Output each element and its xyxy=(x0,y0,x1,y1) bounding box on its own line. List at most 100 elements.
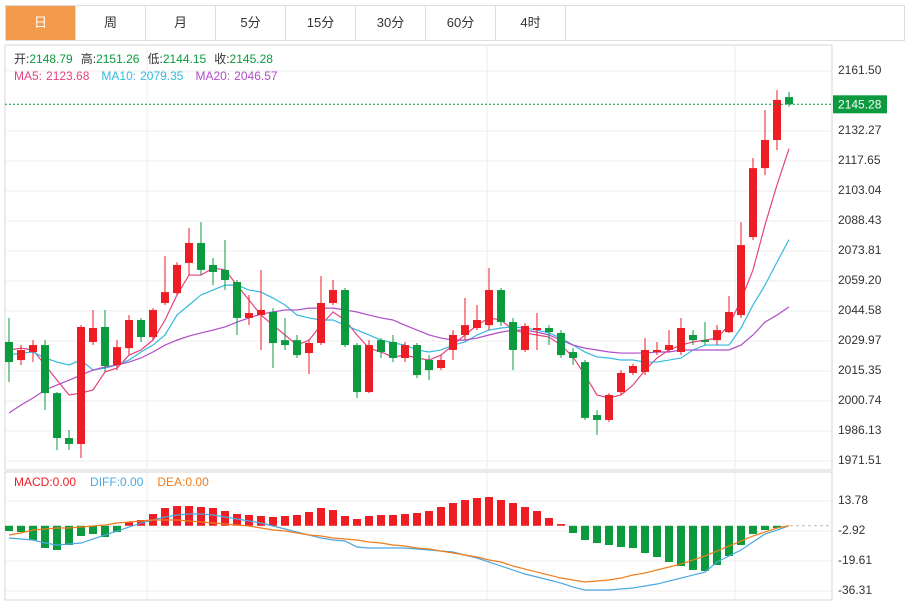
period-tab[interactable]: 30分 xyxy=(356,6,426,40)
candle-body xyxy=(533,328,541,331)
macd-bar xyxy=(689,525,697,571)
period-tab[interactable]: 周 xyxy=(76,6,146,40)
candle-body xyxy=(365,345,373,393)
candle-body xyxy=(509,322,517,350)
macd-bar xyxy=(761,525,769,531)
macd-bar xyxy=(5,525,13,532)
period-tab[interactable]: 日 xyxy=(6,6,76,40)
candle-body xyxy=(605,394,613,420)
y-tick-label: 2117.65 xyxy=(838,153,881,167)
y-tick-label: 2029.97 xyxy=(838,333,882,347)
candle-body xyxy=(581,362,589,418)
candle-body xyxy=(737,245,745,316)
candle-body xyxy=(221,269,229,280)
y-tick-label: 2000.74 xyxy=(838,393,882,407)
candle-body xyxy=(413,345,421,376)
macd-bar xyxy=(665,525,673,563)
macd-bar xyxy=(389,515,397,526)
candle-body xyxy=(317,302,325,343)
macd-bar xyxy=(89,525,97,535)
ma-line xyxy=(8,148,790,399)
candle-body xyxy=(149,309,157,338)
macd-bar xyxy=(221,511,229,526)
macd-bar xyxy=(377,515,385,526)
candle-body xyxy=(641,349,649,372)
macd-legend: MACD:0.00 DIFF:0.00 DEA:0.00 xyxy=(14,475,209,489)
macd-bar xyxy=(605,525,613,546)
macd-bar xyxy=(245,515,253,526)
ma-legend-value: 2046.57 xyxy=(234,69,278,83)
macd-bar xyxy=(581,525,589,541)
period-tab[interactable]: 60分 xyxy=(426,6,496,40)
macd-bar xyxy=(557,524,565,526)
macd-frame xyxy=(4,471,833,601)
candle-body xyxy=(713,330,721,341)
macd-bar xyxy=(737,525,745,546)
ohlc-legend: 开:2148.79 高:2151.26 低:2144.15 收:2145.28 xyxy=(14,51,273,66)
candle-body xyxy=(101,326,109,366)
y-tick-label: 2073.81 xyxy=(838,243,882,257)
y-tick-label: 1986.13 xyxy=(838,423,882,437)
macd-bar xyxy=(65,525,73,546)
macd-bar xyxy=(233,514,241,526)
candle-body xyxy=(545,328,553,333)
y-tick-label: -19.61 xyxy=(838,553,872,567)
y-tick-label: 2103.04 xyxy=(838,183,882,197)
macd-line xyxy=(8,513,790,591)
ohlc-label: 开: xyxy=(14,52,29,66)
period-tab[interactable]: 15分 xyxy=(286,6,356,40)
candle-body xyxy=(569,352,577,358)
candle-body xyxy=(53,393,61,439)
candle-body xyxy=(41,345,49,394)
ma-line xyxy=(8,239,790,371)
period-tab[interactable]: 4时 xyxy=(496,6,566,40)
macd-bar xyxy=(401,514,409,526)
candle-body xyxy=(449,334,457,350)
macd-bar xyxy=(269,517,277,526)
period-tab[interactable]: 月 xyxy=(146,6,216,40)
y-tick-label: 13.78 xyxy=(838,493,868,507)
candle-body xyxy=(197,243,205,270)
macd-bar xyxy=(653,525,661,558)
macd-bar xyxy=(521,507,529,526)
macd-legend-name: DIFF: xyxy=(90,475,120,489)
candle-body xyxy=(137,320,145,338)
candle-body xyxy=(353,345,361,393)
y-tick-label: 2044.58 xyxy=(838,303,882,317)
candle-body xyxy=(17,349,25,361)
macd-bar xyxy=(545,518,553,526)
macd-legend-value: 0.00 xyxy=(185,475,209,489)
candle-body xyxy=(161,292,169,303)
candle-body xyxy=(281,340,289,346)
macd-bar xyxy=(305,512,313,526)
main-frame xyxy=(4,44,833,471)
candle-body xyxy=(269,312,277,343)
ma-legend-value: 2079.35 xyxy=(140,69,184,83)
candle-body xyxy=(773,99,781,140)
macd-bar xyxy=(209,508,217,526)
candle-body xyxy=(629,365,637,373)
ohlc-label: 高: xyxy=(81,51,96,66)
candle-body xyxy=(65,438,73,444)
macd-bar xyxy=(317,508,325,526)
macd-bar xyxy=(437,507,445,526)
macd-bar xyxy=(425,511,433,526)
macd-bar xyxy=(293,515,301,526)
candle-body xyxy=(677,328,685,353)
candle-body xyxy=(209,264,217,272)
period-tab[interactable]: 5分 xyxy=(216,6,286,40)
macd-bar xyxy=(53,525,61,551)
candle-body xyxy=(389,341,397,358)
ma-legend-name: MA5: xyxy=(14,69,42,83)
candle-body xyxy=(29,345,37,353)
macd-bar xyxy=(509,503,517,526)
macd-bar xyxy=(497,500,505,526)
macd-legend-value: 0.00 xyxy=(53,475,77,489)
macd-bar xyxy=(329,510,337,526)
ohlc-label: 收: xyxy=(214,52,229,66)
candle-body xyxy=(77,326,85,444)
ma-legend-name: MA20: xyxy=(195,69,230,83)
macd-bar xyxy=(257,516,265,526)
